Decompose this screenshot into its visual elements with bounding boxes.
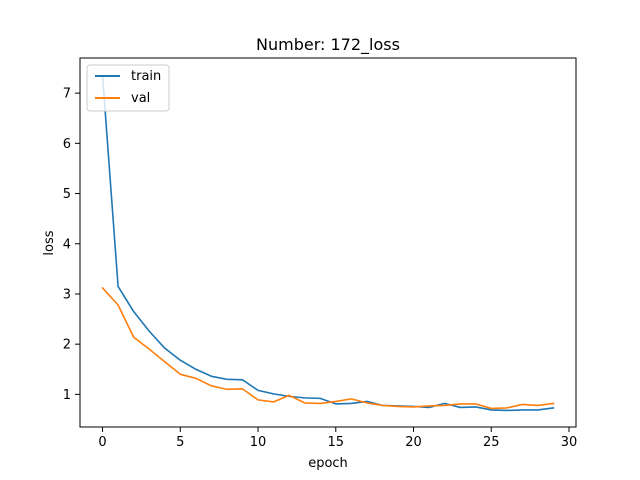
x-tick-label: 0 [98,435,106,450]
x-tick-label: 25 [483,435,500,450]
x-tick-label: 10 [250,435,267,450]
x-axis-label: epoch [308,456,348,471]
series-line-train [101,74,555,412]
y-tick-label: 4 [63,237,71,252]
chart-title: Number: 172_loss [256,35,400,55]
x-tick-label: 30 [561,435,578,450]
axis-ticks: 0 5 10 15 20 25 30 1 2 3 4 5 6 7 [63,87,578,450]
y-axis-label: loss [42,230,57,255]
y-tick-label: 6 [63,137,71,152]
y-tick-label: 7 [63,87,71,102]
x-tick-label: 15 [328,435,345,450]
plot-area [79,57,577,428]
y-tick-label: 2 [63,338,71,353]
legend-label-train: train [131,69,161,84]
x-tick-label: 20 [405,435,422,450]
series-line-val [101,286,555,410]
y-tick-label: 1 [63,388,71,403]
legend-label-val: val [131,91,150,106]
y-tick-label: 5 [63,187,71,202]
y-tick-label: 3 [63,287,71,302]
legend: train val [86,64,170,112]
x-tick-label: 5 [176,435,184,450]
series-lines [101,74,555,412]
